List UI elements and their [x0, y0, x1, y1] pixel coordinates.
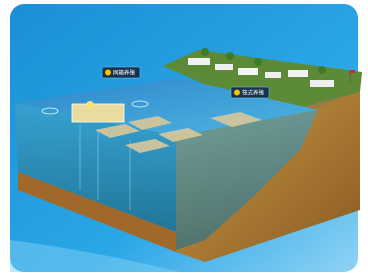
label-box: 筏式养殖: [231, 87, 269, 98]
illustration: 网箱养殖 筏式养殖: [0, 0, 368, 277]
label-text: 网箱养殖: [113, 68, 136, 76]
label-text: 筏式养殖: [242, 88, 265, 96]
label-box: 网箱养殖: [102, 67, 140, 78]
page: 网箱养殖 筏式养殖 (() => { const data = JSON.par…: [0, 0, 368, 277]
